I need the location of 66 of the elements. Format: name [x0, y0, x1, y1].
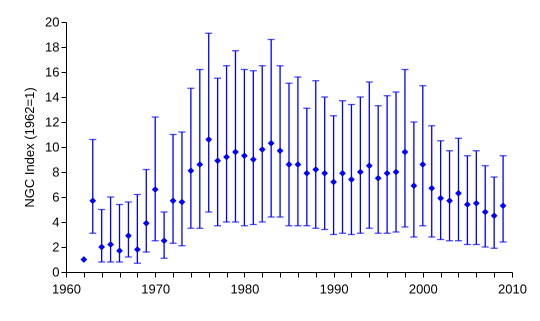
point: [89, 197, 96, 204]
point: [446, 197, 453, 204]
y-tick-label: 18: [45, 40, 60, 54]
point: [276, 147, 284, 154]
y-tick-label: 4: [52, 214, 60, 230]
point: [330, 178, 337, 186]
point: [490, 212, 498, 220]
x-tick-label: 1960: [52, 282, 81, 296]
x-tick-label: 2000: [408, 282, 438, 296]
y-tick-label: 20: [45, 14, 60, 30]
point: [366, 162, 373, 170]
point: [464, 201, 471, 208]
point: [116, 247, 123, 254]
x-tick-label: 2010: [498, 282, 527, 296]
point: [437, 194, 444, 202]
point: [134, 246, 141, 253]
point: [223, 154, 230, 160]
point: [455, 190, 462, 197]
point: [250, 156, 257, 163]
y-tick-label: 6: [52, 190, 60, 204]
point: [232, 148, 239, 156]
y-tick-label: 2: [52, 240, 60, 254]
y-tick-label: 0: [52, 264, 60, 280]
point: [160, 237, 168, 244]
point: [357, 168, 364, 176]
x-tick-label: 1970: [141, 282, 170, 296]
point: [258, 146, 266, 153]
point: [374, 174, 382, 182]
x-tick-label: 1990: [320, 282, 349, 296]
point: [428, 184, 436, 192]
point: [188, 167, 194, 174]
point: [80, 256, 88, 263]
point: [107, 241, 114, 248]
point: [170, 197, 176, 204]
point: [205, 136, 212, 143]
point: [214, 157, 221, 164]
point: [286, 161, 292, 168]
point: [402, 148, 408, 156]
y-tick-label: 12: [45, 114, 60, 130]
point: [384, 170, 390, 177]
point: [410, 182, 418, 190]
point: [125, 232, 132, 240]
point: [392, 168, 400, 176]
point: [482, 208, 489, 216]
point: [152, 186, 159, 193]
y-tick-label: 14: [45, 90, 60, 104]
point: [294, 161, 302, 168]
y-tick-label: 10: [45, 140, 60, 154]
y-axis-title: NGC Index (1962=1): [22, 87, 38, 208]
point: [196, 161, 204, 168]
point: [472, 200, 480, 207]
x-tick-label: 1980: [230, 282, 260, 296]
point: [98, 244, 106, 250]
y-tick-label: 8: [52, 164, 60, 180]
y-tick-label: 16: [45, 64, 60, 80]
point: [142, 220, 150, 227]
point: [419, 161, 426, 168]
point: [500, 202, 506, 210]
point: [178, 198, 186, 206]
point: [303, 170, 310, 177]
point: [339, 170, 346, 177]
point: [312, 166, 320, 173]
point: [321, 170, 328, 177]
point: [268, 140, 275, 147]
point: [348, 176, 355, 183]
point: [241, 152, 248, 160]
